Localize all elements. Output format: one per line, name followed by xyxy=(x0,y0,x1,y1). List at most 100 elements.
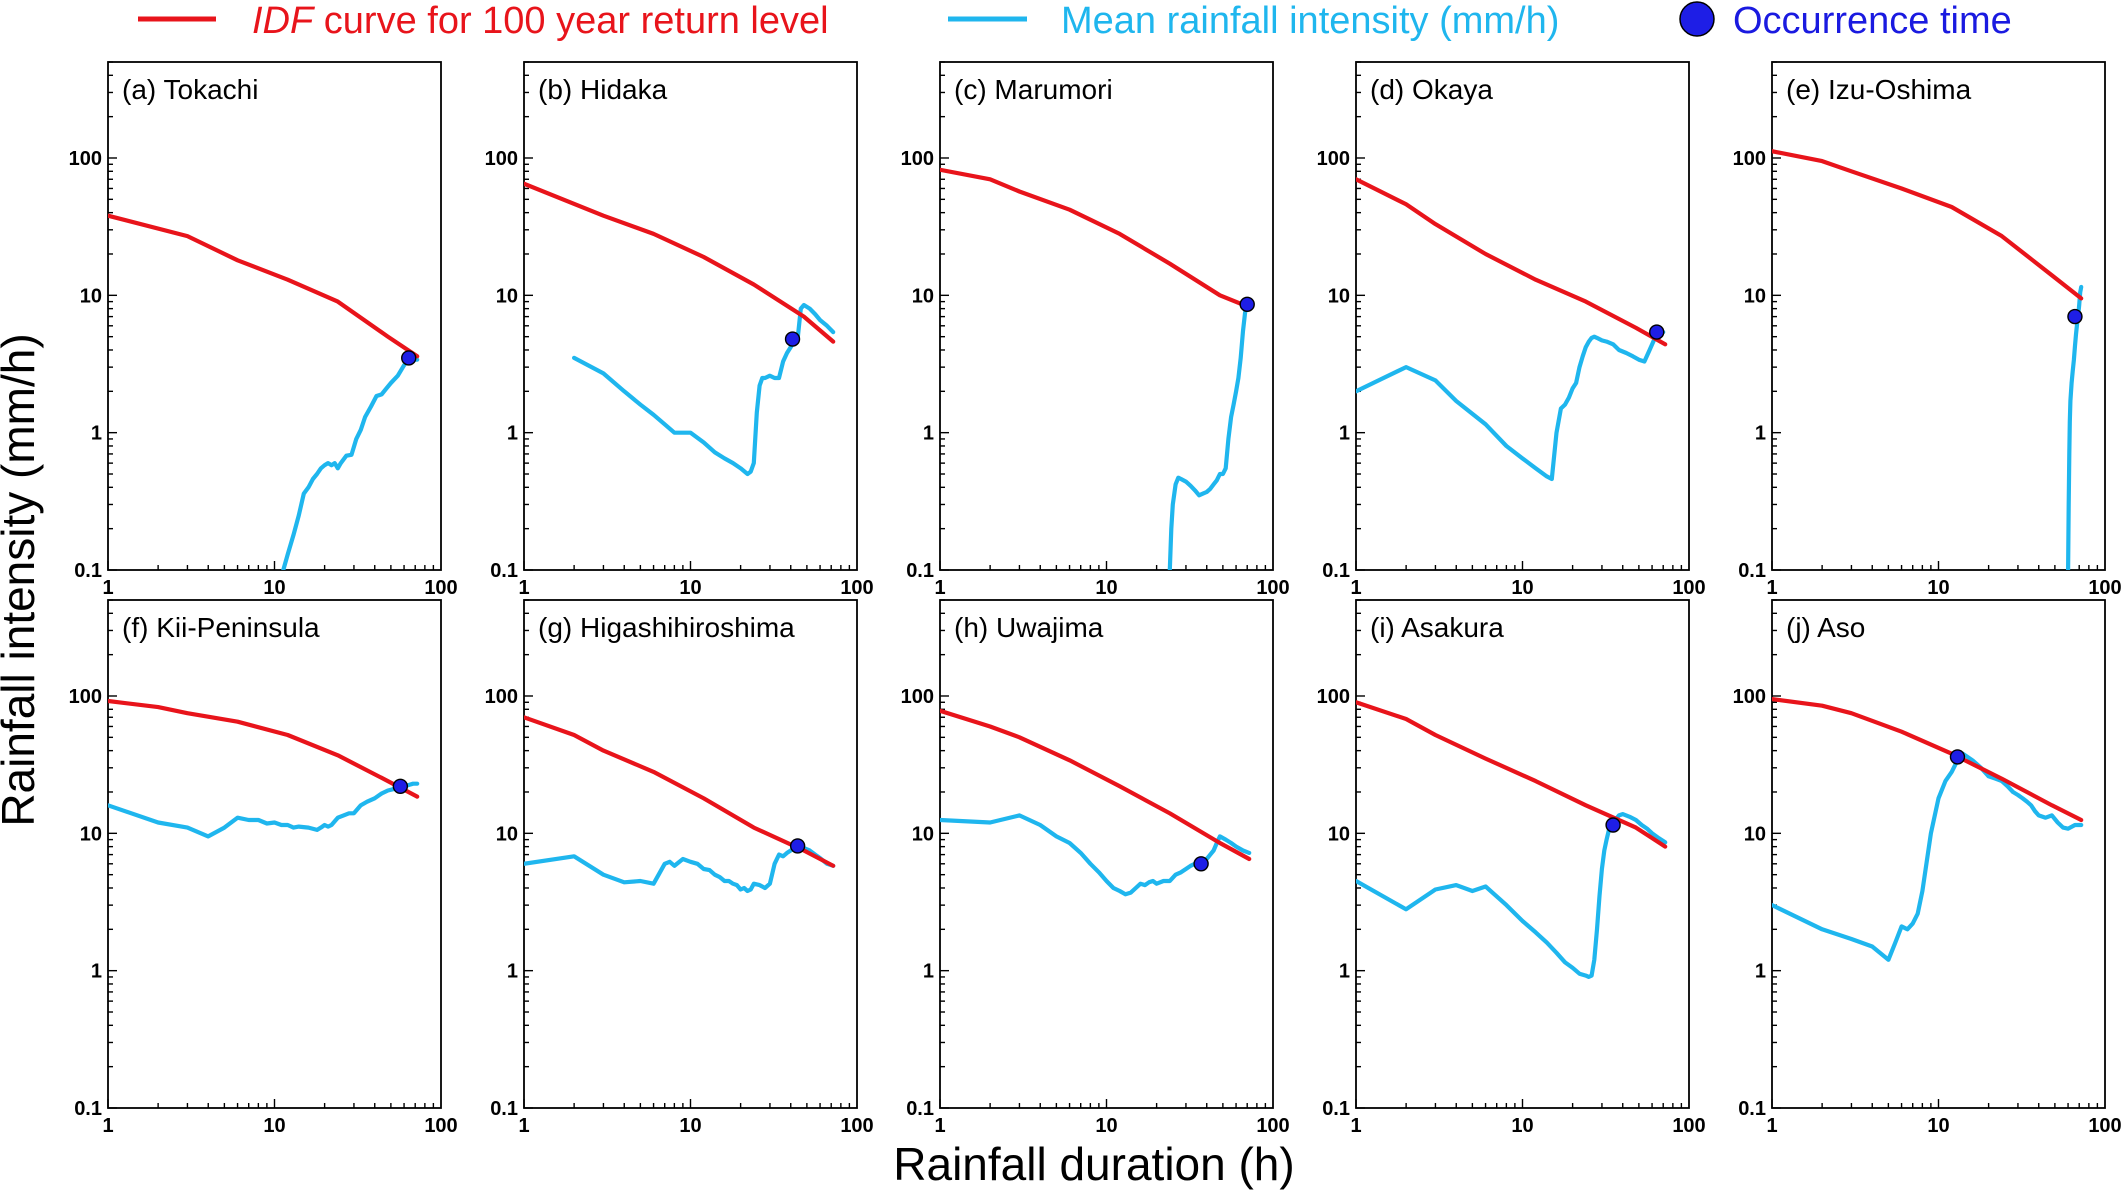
x-tick-label: 10 xyxy=(1095,1115,1117,1137)
y-tick-label: 1 xyxy=(507,961,518,983)
idf-curve-line xyxy=(524,181,836,344)
mean-intensity-line xyxy=(281,352,420,570)
y-tick-label: 100 xyxy=(1317,148,1350,170)
x-tick-label: 1 xyxy=(102,577,113,599)
y-tick-label: 10 xyxy=(1744,823,1766,845)
idf-curve-line xyxy=(940,708,1252,862)
x-tick-label: 1 xyxy=(518,577,529,599)
legend-idf-italic: IDF xyxy=(252,0,315,42)
occurrence-marker xyxy=(789,838,806,854)
y-tick-label: 10 xyxy=(1328,823,1350,845)
legend: IDF curve for 100 year return level Mean… xyxy=(138,0,2012,42)
axis-ticks xyxy=(939,599,1267,1109)
axis-ticks xyxy=(107,599,435,1109)
y-tick-label: 1 xyxy=(1755,961,1766,983)
panel-title: (g) Higashihiroshima xyxy=(538,612,795,643)
y-tick-label: 1 xyxy=(91,961,102,983)
y-tick-label: 100 xyxy=(69,686,102,708)
idf-curve-line xyxy=(1356,177,1668,347)
panel-title: (a) Tokachi xyxy=(122,74,258,105)
idf-curve-line xyxy=(1772,696,2084,823)
y-tick-label: 100 xyxy=(1317,686,1350,708)
y-tick-label: 1 xyxy=(1339,961,1350,983)
x-tick-label: 1 xyxy=(1350,577,1361,599)
panel-title: (b) Hidaka xyxy=(538,74,668,105)
occurrence-marker xyxy=(2067,308,2083,325)
idf-curve-line xyxy=(108,698,420,799)
panel-frame xyxy=(523,61,858,571)
x-tick-label: 1 xyxy=(518,1115,529,1137)
mean-intensity-line xyxy=(1167,300,1252,570)
y-tick-label: 1 xyxy=(507,423,518,445)
panel-frame xyxy=(107,61,442,571)
occurrence-marker xyxy=(1605,817,1621,833)
x-tick-label: 10 xyxy=(1095,577,1117,599)
x-tick-label: 10 xyxy=(1927,577,1949,599)
y-tick-label: 10 xyxy=(80,823,102,845)
y-tick-label: 100 xyxy=(485,686,518,708)
y-tick-label: 1 xyxy=(923,423,934,445)
occurrence-marker xyxy=(784,331,801,347)
x-axis-label: Rainfall duration (h) xyxy=(893,1138,1294,1190)
x-tick-label: 100 xyxy=(1672,577,1705,599)
y-tick-label: 10 xyxy=(1744,285,1766,307)
y-tick-label: 100 xyxy=(901,686,934,708)
y-tick-label: 1 xyxy=(91,423,102,445)
panel-frame xyxy=(939,61,1274,571)
x-tick-label: 1 xyxy=(934,577,945,599)
idf-curve-line xyxy=(940,167,1252,310)
y-tick-label: 1 xyxy=(1755,423,1766,445)
y-tick-label: 100 xyxy=(485,148,518,170)
x-tick-label: 100 xyxy=(840,1115,873,1137)
x-tick-label: 100 xyxy=(2088,1115,2121,1137)
legend-idf-label: IDF curve for 100 year return level xyxy=(252,0,829,42)
panel-frame xyxy=(1355,599,1690,1109)
panel-title: (e) Izu-Oshima xyxy=(1786,74,1972,105)
x-tick-label: 10 xyxy=(1511,577,1533,599)
y-tick-label: 10 xyxy=(912,823,934,845)
x-tick-label: 100 xyxy=(840,577,873,599)
y-tick-label: 10 xyxy=(80,285,102,307)
y-tick-label: 0.1 xyxy=(1322,1098,1350,1120)
y-tick-label: 10 xyxy=(1328,285,1350,307)
panel-frame xyxy=(107,599,442,1109)
panel-title: (h) Uwajima xyxy=(954,612,1104,643)
idf-curve-line xyxy=(108,213,420,359)
y-tick-label: 0.1 xyxy=(490,1098,518,1120)
y-tick-label: 100 xyxy=(69,148,102,170)
legend-idf-rest: curve for 100 year return level xyxy=(313,0,828,42)
y-tick-label: 0.1 xyxy=(74,1098,102,1120)
y-tick-label: 100 xyxy=(901,148,934,170)
x-tick-label: 100 xyxy=(2088,577,2121,599)
y-tick-label: 0.1 xyxy=(906,560,934,582)
axis-ticks xyxy=(1771,599,2099,1109)
idf-curve-line xyxy=(1772,149,2084,301)
x-tick-label: 100 xyxy=(1256,577,1289,599)
x-tick-label: 1 xyxy=(934,1115,945,1137)
x-tick-label: 10 xyxy=(679,577,701,599)
mean-intensity-line xyxy=(940,813,1252,897)
y-tick-label: 0.1 xyxy=(490,560,518,582)
panel-frame xyxy=(1355,61,1690,571)
y-tick-label: 0.1 xyxy=(1322,560,1350,582)
x-tick-label: 100 xyxy=(424,577,457,599)
x-tick-label: 100 xyxy=(1672,1115,1705,1137)
x-tick-label: 10 xyxy=(263,577,285,599)
x-tick-label: 1 xyxy=(1766,577,1777,599)
axis-ticks xyxy=(523,61,851,571)
occurrence-marker xyxy=(1649,324,1665,340)
y-tick-label: 0.1 xyxy=(1738,1098,1766,1120)
x-tick-label: 100 xyxy=(1256,1115,1289,1137)
legend-occurrence-marker xyxy=(1679,1,1715,37)
